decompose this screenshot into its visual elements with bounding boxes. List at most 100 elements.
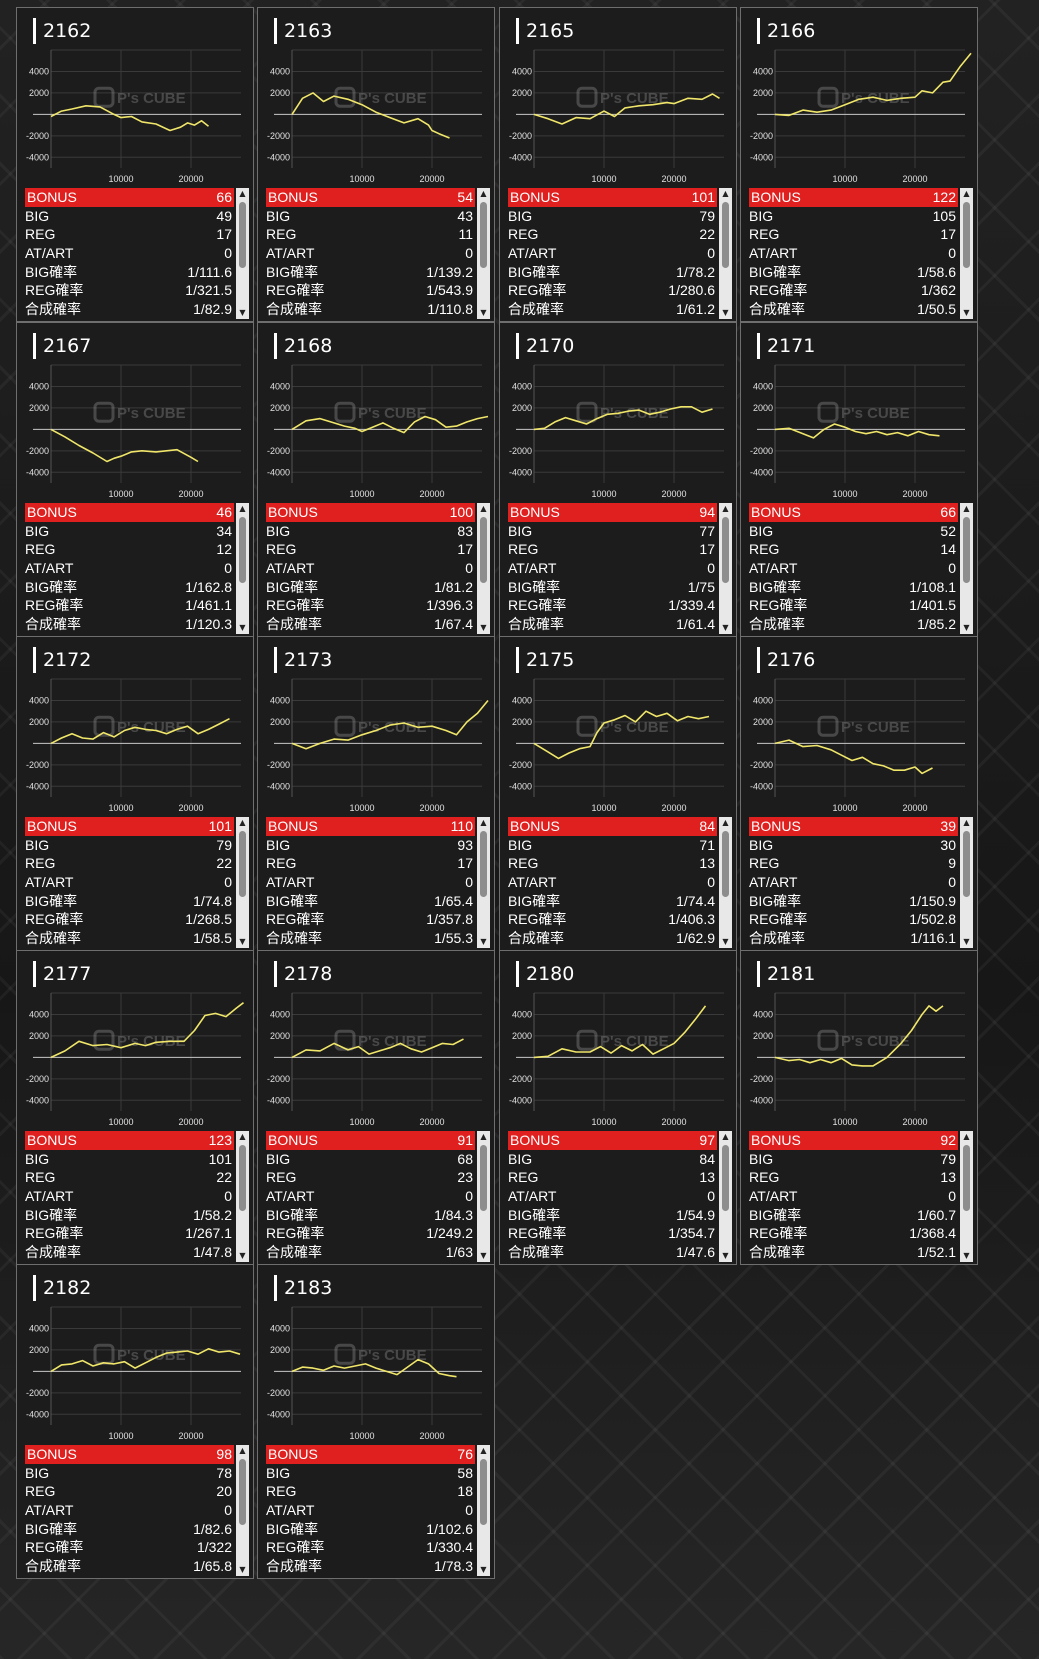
scrollbar-thumb[interactable] <box>239 1145 246 1211</box>
triangle-down-icon[interactable]: ▼ <box>480 1251 487 1260</box>
scrollbar-thumb[interactable] <box>963 831 970 897</box>
stat-row-total-rate: 合成確率 1/61.2 <box>508 300 717 319</box>
scrollbar-thumb[interactable] <box>722 1145 729 1211</box>
triangle-down-icon[interactable]: ▼ <box>239 308 246 317</box>
scrollbar-thumb[interactable] <box>239 831 246 897</box>
stat-label: BIG確率 <box>25 578 78 595</box>
scrollbar-thumb[interactable] <box>722 517 729 583</box>
logo-icon <box>334 715 356 737</box>
x-tick-label: 20000 <box>902 1117 927 1127</box>
stat-value: 58 <box>457 1464 473 1481</box>
stat-value: 1/61.2 <box>676 301 715 318</box>
scrollbar-thumb[interactable] <box>480 1145 487 1211</box>
stats-scrollbar[interactable]: ▲ ▼ <box>960 817 973 948</box>
scrollbar-thumb[interactable] <box>480 517 487 583</box>
triangle-down-icon[interactable]: ▼ <box>963 308 970 317</box>
triangle-down-icon[interactable]: ▼ <box>722 623 729 632</box>
triangle-up-icon[interactable]: ▲ <box>963 504 970 513</box>
stat-value: 123 <box>208 1132 232 1148</box>
scrollbar-thumb[interactable] <box>480 202 487 268</box>
triangle-up-icon[interactable]: ▲ <box>480 1446 487 1455</box>
triangle-up-icon[interactable]: ▲ <box>963 189 970 198</box>
slump-chart: P's CUBE 4000 2000 -2000 -4000 10000 20000 <box>17 1305 255 1445</box>
scrollbar-thumb[interactable] <box>239 202 246 268</box>
scrollbar-thumb[interactable] <box>722 202 729 268</box>
triangle-up-icon[interactable]: ▲ <box>239 1446 246 1455</box>
stat-row-reg-rate: REG確率 1/362 <box>749 281 958 300</box>
scrollbar-thumb[interactable] <box>480 1459 487 1525</box>
stats-scrollbar[interactable]: ▲ ▼ <box>477 503 490 634</box>
y-tick-label: 4000 <box>29 695 49 705</box>
triangle-down-icon[interactable]: ▼ <box>963 1251 970 1260</box>
triangle-up-icon[interactable]: ▲ <box>239 818 246 827</box>
triangle-down-icon[interactable]: ▼ <box>963 937 970 946</box>
triangle-up-icon[interactable]: ▲ <box>722 189 729 198</box>
stat-label: BIG確率 <box>508 263 561 280</box>
stats-scrollbar[interactable]: ▲ ▼ <box>960 188 973 319</box>
triangle-down-icon[interactable]: ▼ <box>722 937 729 946</box>
stats-scrollbar[interactable]: ▲ ▼ <box>477 1445 490 1576</box>
stat-label: AT/ART <box>266 1188 315 1205</box>
stats-scrollbar[interactable]: ▲ ▼ <box>236 1131 249 1262</box>
triangle-up-icon[interactable]: ▲ <box>722 504 729 513</box>
watermark-text: P's CUBE <box>117 1347 186 1364</box>
triangle-up-icon[interactable]: ▲ <box>239 504 246 513</box>
stat-label: 合成確率 <box>266 1244 322 1261</box>
triangle-down-icon[interactable]: ▼ <box>722 308 729 317</box>
stats-scrollbar[interactable]: ▲ ▼ <box>719 503 732 634</box>
stats-scrollbar[interactable]: ▲ ▼ <box>960 1131 973 1262</box>
y-tick-label: 4000 <box>29 1009 49 1019</box>
logo-icon <box>576 715 598 737</box>
scrollbar-thumb[interactable] <box>963 1145 970 1211</box>
triangle-down-icon[interactable]: ▼ <box>239 1565 246 1574</box>
stats-scrollbar[interactable]: ▲ ▼ <box>477 817 490 948</box>
x-tick-label: 20000 <box>178 1431 203 1441</box>
scrollbar-thumb[interactable] <box>722 831 729 897</box>
stats-scrollbar[interactable]: ▲ ▼ <box>719 817 732 948</box>
stats-table: BONUS 84 BIG 71 REG 13 AT/ART 0 BIG確率 1/74.4 REG確率… <box>508 817 717 948</box>
stats-scrollbar[interactable]: ▲ ▼ <box>719 188 732 319</box>
triangle-up-icon[interactable]: ▲ <box>480 1132 487 1141</box>
triangle-up-icon[interactable]: ▲ <box>722 818 729 827</box>
triangle-up-icon[interactable]: ▲ <box>722 1132 729 1141</box>
stats-scrollbar[interactable]: ▲ ▼ <box>236 817 249 948</box>
triangle-down-icon[interactable]: ▼ <box>239 1251 246 1260</box>
x-tick-label: 10000 <box>349 803 374 813</box>
triangle-up-icon[interactable]: ▲ <box>480 818 487 827</box>
triangle-down-icon[interactable]: ▼ <box>480 308 487 317</box>
stats-scrollbar[interactable]: ▲ ▼ <box>477 1131 490 1262</box>
stat-row-total-rate: 合成確率 1/58.5 <box>25 929 234 948</box>
stat-value: 1/47.8 <box>193 1244 232 1261</box>
y-tick-label: 4000 <box>512 381 532 391</box>
triangle-up-icon[interactable]: ▲ <box>480 504 487 513</box>
triangle-down-icon[interactable]: ▼ <box>239 623 246 632</box>
logo-icon <box>576 1029 598 1051</box>
stats-scrollbar[interactable]: ▲ ▼ <box>477 188 490 319</box>
stat-value: 17 <box>940 226 956 243</box>
stats-table: BONUS 101 BIG 79 REG 22 AT/ART 0 BIG確率 1/74.8 REG確… <box>25 817 234 948</box>
stats-scrollbar[interactable]: ▲ ▼ <box>236 1445 249 1576</box>
scrollbar-thumb[interactable] <box>480 831 487 897</box>
triangle-down-icon[interactable]: ▼ <box>722 1251 729 1260</box>
stats-scrollbar[interactable]: ▲ ▼ <box>719 1131 732 1262</box>
triangle-down-icon[interactable]: ▼ <box>480 1565 487 1574</box>
series-line <box>533 93 720 125</box>
triangle-up-icon[interactable]: ▲ <box>963 818 970 827</box>
stat-label: REG <box>508 226 539 243</box>
triangle-down-icon[interactable]: ▼ <box>239 937 246 946</box>
triangle-down-icon[interactable]: ▼ <box>480 623 487 632</box>
triangle-down-icon[interactable]: ▼ <box>963 623 970 632</box>
triangle-up-icon[interactable]: ▲ <box>239 189 246 198</box>
triangle-up-icon[interactable]: ▲ <box>963 1132 970 1141</box>
stats-scrollbar[interactable]: ▲ ▼ <box>236 503 249 634</box>
triangle-down-icon[interactable]: ▼ <box>480 937 487 946</box>
stats-scrollbar[interactable]: ▲ ▼ <box>960 503 973 634</box>
scrollbar-thumb[interactable] <box>239 517 246 583</box>
triangle-up-icon[interactable]: ▲ <box>239 1132 246 1141</box>
scrollbar-thumb[interactable] <box>239 1459 246 1525</box>
triangle-up-icon[interactable]: ▲ <box>480 189 487 198</box>
stats-scrollbar[interactable]: ▲ ▼ <box>236 188 249 319</box>
stat-label: 合成確率 <box>508 930 564 947</box>
scrollbar-thumb[interactable] <box>963 202 970 268</box>
scrollbar-thumb[interactable] <box>963 517 970 583</box>
